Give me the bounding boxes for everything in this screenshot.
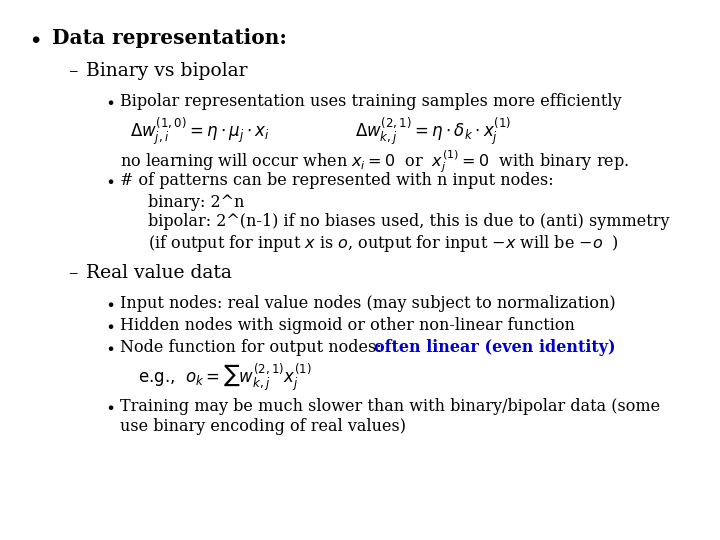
Text: $\bullet$: $\bullet$ [105, 339, 114, 356]
Text: $\bullet$: $\bullet$ [105, 172, 114, 189]
Text: e.g.,  $o_k = \sum w_{k,j}^{(2,1)} x_j^{(1)}$: e.g., $o_k = \sum w_{k,j}^{(2,1)} x_j^{(… [138, 362, 312, 393]
Text: Hidden nodes with sigmoid or other non-linear function: Hidden nodes with sigmoid or other non-l… [120, 317, 575, 334]
Text: $\Delta w_{j,i}^{(1,0)} = \eta \cdot \mu_j \cdot x_i$: $\Delta w_{j,i}^{(1,0)} = \eta \cdot \mu… [130, 116, 270, 147]
Text: Real value data: Real value data [86, 264, 232, 282]
Text: $\Delta w_{k,j}^{(2,1)} = \eta \cdot \delta_k \cdot x_j^{(1)}$: $\Delta w_{k,j}^{(2,1)} = \eta \cdot \de… [355, 116, 511, 147]
Text: –: – [68, 62, 78, 80]
Text: Bipolar representation uses training samples more efficiently: Bipolar representation uses training sam… [120, 93, 621, 110]
Text: use binary encoding of real values): use binary encoding of real values) [120, 418, 406, 435]
Text: Binary vs bipolar: Binary vs bipolar [86, 62, 248, 80]
Text: Training may be much slower than with binary/bipolar data (some: Training may be much slower than with bi… [120, 398, 660, 415]
Text: $\bullet$: $\bullet$ [105, 295, 114, 312]
Text: $\bullet$: $\bullet$ [105, 93, 114, 110]
Text: # of patterns can be represented with n input nodes:: # of patterns can be represented with n … [120, 172, 554, 189]
Text: Data representation:: Data representation: [52, 28, 287, 48]
Text: (if output for input $x$ is $o$, output for input $-x$ will be $-o$  ): (if output for input $x$ is $o$, output … [148, 233, 619, 254]
Text: $\bullet$: $\bullet$ [105, 317, 114, 334]
Text: often linear (even identity): often linear (even identity) [374, 339, 616, 356]
Text: $\bullet$: $\bullet$ [105, 398, 114, 415]
Text: –: – [68, 264, 78, 282]
Text: no learning will occur when $x_i = 0$  or  $x_j^{(1)} = 0$  with binary rep.: no learning will occur when $x_i = 0$ or… [120, 148, 629, 175]
Text: bipolar: 2^(n-1) if no biases used, this is due to (anti) symmetry: bipolar: 2^(n-1) if no biases used, this… [148, 213, 670, 230]
Text: Node function for output nodes:: Node function for output nodes: [120, 339, 387, 356]
Text: binary: 2^n: binary: 2^n [148, 194, 244, 211]
Text: Input nodes: real value nodes (may subject to normalization): Input nodes: real value nodes (may subje… [120, 295, 616, 312]
Text: $\bullet$: $\bullet$ [28, 28, 40, 50]
